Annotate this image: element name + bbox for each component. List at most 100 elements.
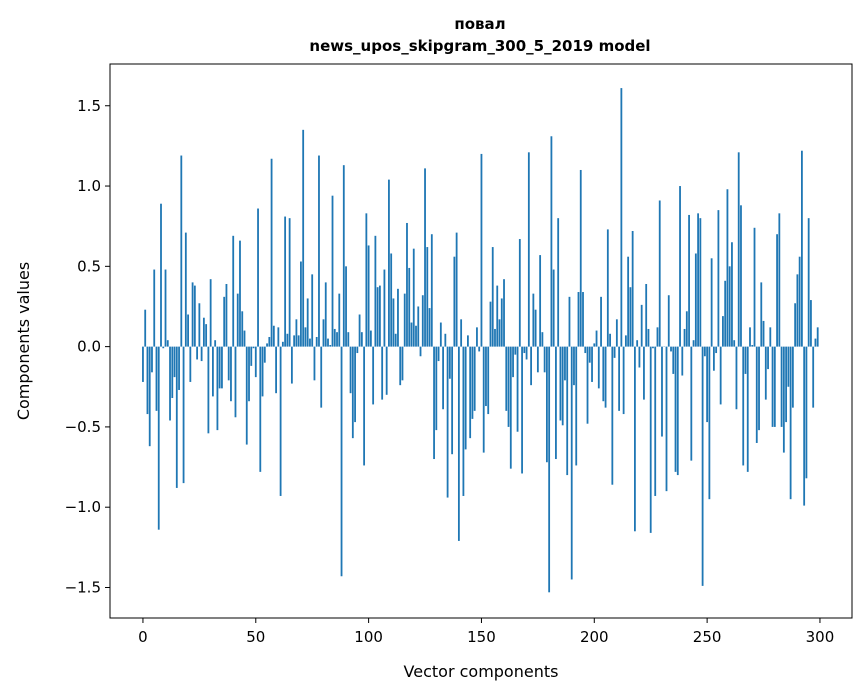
x-tick-label: 300 bbox=[806, 628, 835, 646]
bar-component-220 bbox=[638, 346, 641, 368]
bar-component-107 bbox=[383, 269, 386, 347]
bar-component-264 bbox=[737, 152, 740, 347]
bar-component-40 bbox=[232, 235, 235, 347]
bar-component-235 bbox=[672, 346, 675, 374]
bar-component-252 bbox=[710, 258, 713, 347]
x-tick-label: 200 bbox=[580, 628, 609, 646]
bar-component-273 bbox=[758, 346, 760, 431]
bar-component-211 bbox=[618, 346, 621, 411]
bar-component-43 bbox=[239, 240, 241, 347]
bar-component-167 bbox=[518, 239, 521, 347]
bar-component-205 bbox=[604, 346, 607, 408]
bar-component-85 bbox=[333, 328, 336, 347]
y-tick-label: 1.0 bbox=[77, 177, 101, 195]
bar-component-233 bbox=[667, 295, 670, 347]
bar-component-248 bbox=[701, 346, 704, 586]
bar-component-206 bbox=[606, 229, 609, 347]
bar-component-186 bbox=[561, 346, 564, 426]
bar-component-57 bbox=[270, 158, 273, 347]
bar-component-246 bbox=[697, 213, 699, 347]
bar-component-296 bbox=[810, 300, 812, 347]
bar-component-214 bbox=[624, 335, 627, 347]
y-axis-label: Components values bbox=[14, 262, 33, 420]
bar-component-0 bbox=[142, 346, 144, 382]
bar-component-179 bbox=[545, 346, 548, 463]
bar-component-8 bbox=[160, 203, 162, 347]
bar-component-22 bbox=[191, 282, 194, 347]
bar-component-124 bbox=[421, 295, 424, 347]
bar-component-120 bbox=[412, 248, 415, 347]
bar-component-276 bbox=[764, 346, 767, 400]
bar-component-282 bbox=[778, 213, 781, 347]
bar-component-277 bbox=[767, 346, 769, 370]
bar-component-228 bbox=[656, 327, 659, 347]
bar-component-210 bbox=[615, 319, 618, 347]
bar-component-217 bbox=[631, 231, 634, 347]
bar-component-145 bbox=[469, 346, 472, 439]
bar-component-4 bbox=[151, 346, 153, 373]
bar-component-5 bbox=[153, 269, 156, 347]
bars-group bbox=[142, 88, 819, 593]
bar-component-242 bbox=[688, 214, 690, 347]
x-tick-label: 100 bbox=[354, 628, 383, 646]
bar-component-278 bbox=[769, 327, 772, 347]
bar-component-24 bbox=[196, 346, 199, 360]
y-tick-label: −1.0 bbox=[65, 498, 101, 516]
bar-component-230 bbox=[661, 346, 663, 437]
bar-component-125 bbox=[424, 168, 426, 347]
bar-component-261 bbox=[731, 242, 733, 347]
bar-component-7 bbox=[157, 346, 160, 530]
bar-component-281 bbox=[776, 234, 778, 347]
bar-component-238 bbox=[679, 186, 681, 347]
bar-component-140 bbox=[457, 346, 460, 541]
bar-component-79 bbox=[320, 346, 323, 408]
bar-component-27 bbox=[202, 317, 205, 347]
bar-component-280 bbox=[773, 346, 776, 427]
bar-component-112 bbox=[394, 333, 397, 347]
bar-component-209 bbox=[613, 346, 616, 358]
bar-component-58 bbox=[272, 325, 275, 347]
bar-component-185 bbox=[559, 346, 562, 421]
bar-component-64 bbox=[286, 333, 289, 347]
bar-component-226 bbox=[652, 346, 654, 349]
x-tick-label: 0 bbox=[138, 628, 148, 646]
bar-component-222 bbox=[643, 346, 645, 400]
bar-component-131 bbox=[437, 346, 440, 362]
bar-component-254 bbox=[715, 346, 718, 354]
bar-component-80 bbox=[322, 319, 325, 347]
bar-component-267 bbox=[744, 346, 747, 374]
bar-component-19 bbox=[184, 232, 187, 347]
bar-component-28 bbox=[205, 324, 208, 347]
bar-component-118 bbox=[408, 267, 411, 347]
bar-component-204 bbox=[602, 346, 605, 402]
bar-component-92 bbox=[349, 346, 352, 394]
bar-component-283 bbox=[780, 346, 783, 427]
bar-component-93 bbox=[351, 346, 354, 439]
bar-component-21 bbox=[189, 346, 192, 382]
bar-component-114 bbox=[399, 346, 402, 386]
bar-component-1 bbox=[144, 309, 147, 347]
bar-component-225 bbox=[649, 346, 652, 533]
bar-component-163 bbox=[509, 346, 512, 469]
bar-component-3 bbox=[148, 346, 151, 447]
bar-component-66 bbox=[290, 346, 293, 384]
bar-component-94 bbox=[354, 346, 356, 423]
x-tick-label: 50 bbox=[246, 628, 265, 646]
bar-component-240 bbox=[683, 328, 686, 347]
bar-component-144 bbox=[467, 335, 469, 347]
bar-component-139 bbox=[455, 232, 458, 347]
bar-component-84 bbox=[331, 195, 334, 347]
bar-component-62 bbox=[281, 341, 284, 347]
bar-component-25 bbox=[198, 303, 201, 347]
bar-component-83 bbox=[329, 345, 332, 347]
bar-component-262 bbox=[733, 340, 736, 347]
bar-component-113 bbox=[397, 288, 399, 347]
bar-component-147 bbox=[473, 346, 476, 411]
bar-component-157 bbox=[496, 285, 499, 347]
bar-component-298 bbox=[814, 338, 817, 347]
bar-component-258 bbox=[724, 280, 727, 347]
bar-component-155 bbox=[491, 247, 494, 347]
bar-component-95 bbox=[356, 346, 359, 354]
bar-component-227 bbox=[654, 346, 657, 496]
bar-component-134 bbox=[444, 333, 447, 347]
